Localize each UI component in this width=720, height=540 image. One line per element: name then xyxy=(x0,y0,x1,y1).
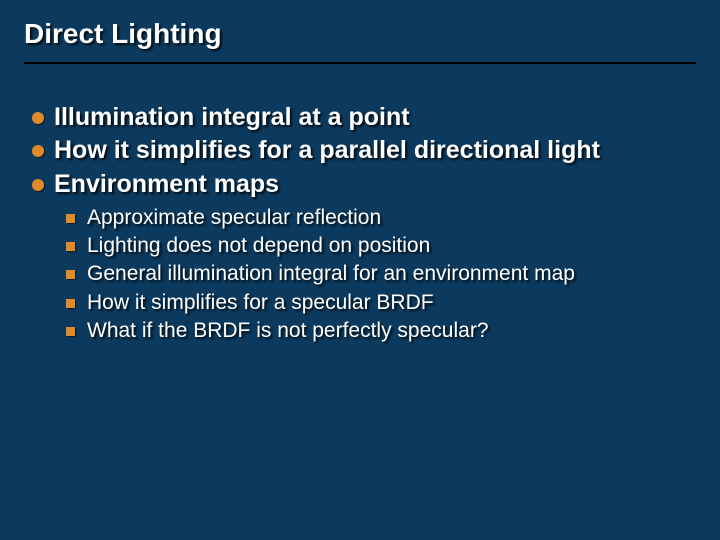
bullet-text: How it simplifies for a parallel directi… xyxy=(54,135,600,166)
square-bullet-icon xyxy=(66,299,75,308)
bullet-item: Illumination integral at a point xyxy=(24,102,696,133)
square-bullet-icon xyxy=(66,214,75,223)
bullet-text: Illumination integral at a point xyxy=(54,102,410,133)
square-bullet-icon xyxy=(66,327,75,336)
slide: Direct Lighting Illumination integral at… xyxy=(0,0,720,540)
sub-bullet-item: Approximate specular reflection xyxy=(66,204,696,231)
slide-title: Direct Lighting xyxy=(24,18,696,50)
square-bullet-icon xyxy=(66,242,75,251)
sub-bullet-item: What if the BRDF is not perfectly specul… xyxy=(66,317,696,344)
bullet-item: How it simplifies for a parallel directi… xyxy=(24,135,696,166)
sub-bullet-item: How it simplifies for a specular BRDF xyxy=(66,289,696,316)
sub-bullet-text: What if the BRDF is not perfectly specul… xyxy=(87,317,489,344)
bullet-text: Environment maps xyxy=(54,169,279,200)
sub-bullet-list: Approximate specular reflection Lighting… xyxy=(24,204,696,344)
sub-bullet-text: How it simplifies for a specular BRDF xyxy=(87,289,434,316)
circle-bullet-icon xyxy=(32,145,44,157)
square-bullet-icon xyxy=(66,270,75,279)
bullet-item: Environment maps xyxy=(24,169,696,200)
title-rule xyxy=(24,62,696,64)
sub-bullet-text: Lighting does not depend on position xyxy=(87,232,430,259)
sub-bullet-item: General illumination integral for an env… xyxy=(66,260,696,287)
sub-bullet-text: General illumination integral for an env… xyxy=(87,260,575,287)
circle-bullet-icon xyxy=(32,112,44,124)
circle-bullet-icon xyxy=(32,179,44,191)
sub-bullet-item: Lighting does not depend on position xyxy=(66,232,696,259)
sub-bullet-text: Approximate specular reflection xyxy=(87,204,381,231)
